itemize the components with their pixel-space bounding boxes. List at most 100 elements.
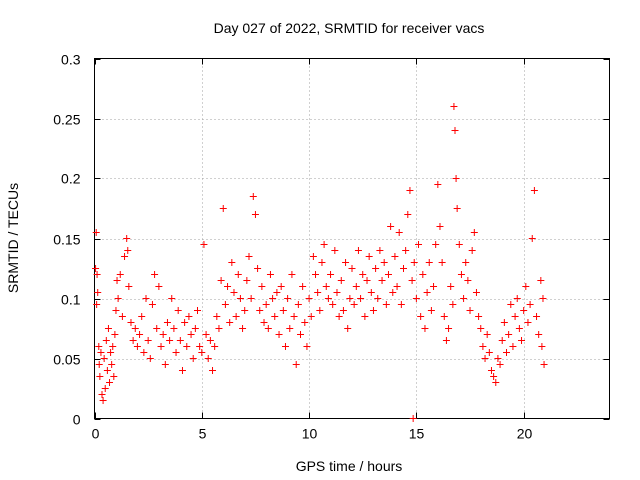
data-point <box>108 361 116 368</box>
data-point <box>305 295 313 302</box>
data-point <box>539 295 547 302</box>
data-point <box>487 367 495 374</box>
data-point <box>397 301 405 308</box>
data-point <box>464 277 472 284</box>
data-point <box>153 325 161 332</box>
data-point <box>479 343 487 350</box>
chart-title: Day 027 of 2022, SRMTID for receiver vac… <box>214 20 485 36</box>
data-point <box>136 331 144 338</box>
data-point <box>110 373 118 380</box>
data-point <box>183 343 191 350</box>
data-point <box>307 313 315 320</box>
data-point <box>490 373 498 380</box>
data-point <box>320 241 328 248</box>
data-point <box>432 241 440 248</box>
data-point <box>344 325 352 332</box>
data-point <box>266 271 274 278</box>
data-point <box>365 253 373 260</box>
data-point <box>391 253 399 260</box>
data-point <box>144 337 152 344</box>
data-point <box>95 343 103 350</box>
data-point <box>322 283 330 290</box>
data-point <box>515 325 523 332</box>
data-point <box>537 277 545 284</box>
data-point <box>194 307 201 314</box>
data-point <box>423 289 431 296</box>
data-point <box>133 343 141 350</box>
data-point <box>395 229 403 236</box>
data-point <box>509 343 517 350</box>
data-point <box>445 325 453 332</box>
data-point <box>94 289 102 296</box>
data-point <box>472 289 480 296</box>
data-point <box>410 259 418 266</box>
x-tick-label: 10 <box>302 426 318 442</box>
data-point <box>481 355 489 362</box>
data-point <box>384 271 392 278</box>
data-point <box>339 307 347 314</box>
data-point <box>483 331 491 338</box>
data-point <box>333 289 341 296</box>
data-point <box>281 343 289 350</box>
data-point <box>367 289 375 296</box>
data-point <box>427 307 435 314</box>
data-point <box>93 271 101 278</box>
x-tick-label: 15 <box>409 426 425 442</box>
data-point <box>185 313 193 320</box>
data-point <box>127 319 135 326</box>
data-point <box>409 415 417 422</box>
data-point <box>350 301 358 308</box>
data-point <box>352 283 360 290</box>
data-point <box>93 301 101 308</box>
data-point <box>187 331 195 338</box>
data-point <box>369 307 377 314</box>
data-point <box>402 247 410 254</box>
data-point <box>324 295 332 302</box>
data-point <box>228 259 236 266</box>
data-point <box>92 229 100 236</box>
data-point <box>215 325 223 332</box>
data-point <box>466 307 474 314</box>
data-point <box>331 247 339 254</box>
y-tick-label: 0.2 <box>61 171 81 187</box>
data-point <box>104 325 112 332</box>
data-point <box>468 247 476 254</box>
data-point <box>309 253 317 260</box>
data-points <box>92 103 548 422</box>
data-point <box>421 325 429 332</box>
data-point <box>142 295 150 302</box>
data-point <box>292 361 300 368</box>
data-point <box>438 259 446 266</box>
data-point <box>148 301 156 308</box>
data-point <box>359 271 367 278</box>
data-point <box>513 295 521 302</box>
data-point <box>178 367 186 374</box>
data-point <box>389 289 397 296</box>
data-point <box>256 307 264 314</box>
data-point <box>303 343 311 350</box>
data-point <box>284 295 292 302</box>
data-point <box>286 325 294 332</box>
data-point <box>236 295 244 302</box>
data-point <box>101 385 109 392</box>
data-point <box>507 301 515 308</box>
data-point <box>279 307 287 314</box>
data-point <box>318 259 326 266</box>
data-point <box>125 283 133 290</box>
data-point <box>294 301 302 308</box>
data-point <box>121 253 129 260</box>
data-point <box>99 397 107 404</box>
data-point <box>97 349 105 356</box>
data-point <box>363 277 371 284</box>
data-point <box>475 313 483 320</box>
data-point <box>387 223 395 230</box>
data-point <box>327 271 335 278</box>
data-point <box>114 295 122 302</box>
grid <box>94 58 610 419</box>
x-tick-label: 20 <box>517 426 533 442</box>
data-point <box>138 313 146 320</box>
data-point <box>151 271 159 278</box>
data-point <box>103 367 111 374</box>
data-point <box>312 271 320 278</box>
data-point <box>470 229 478 236</box>
